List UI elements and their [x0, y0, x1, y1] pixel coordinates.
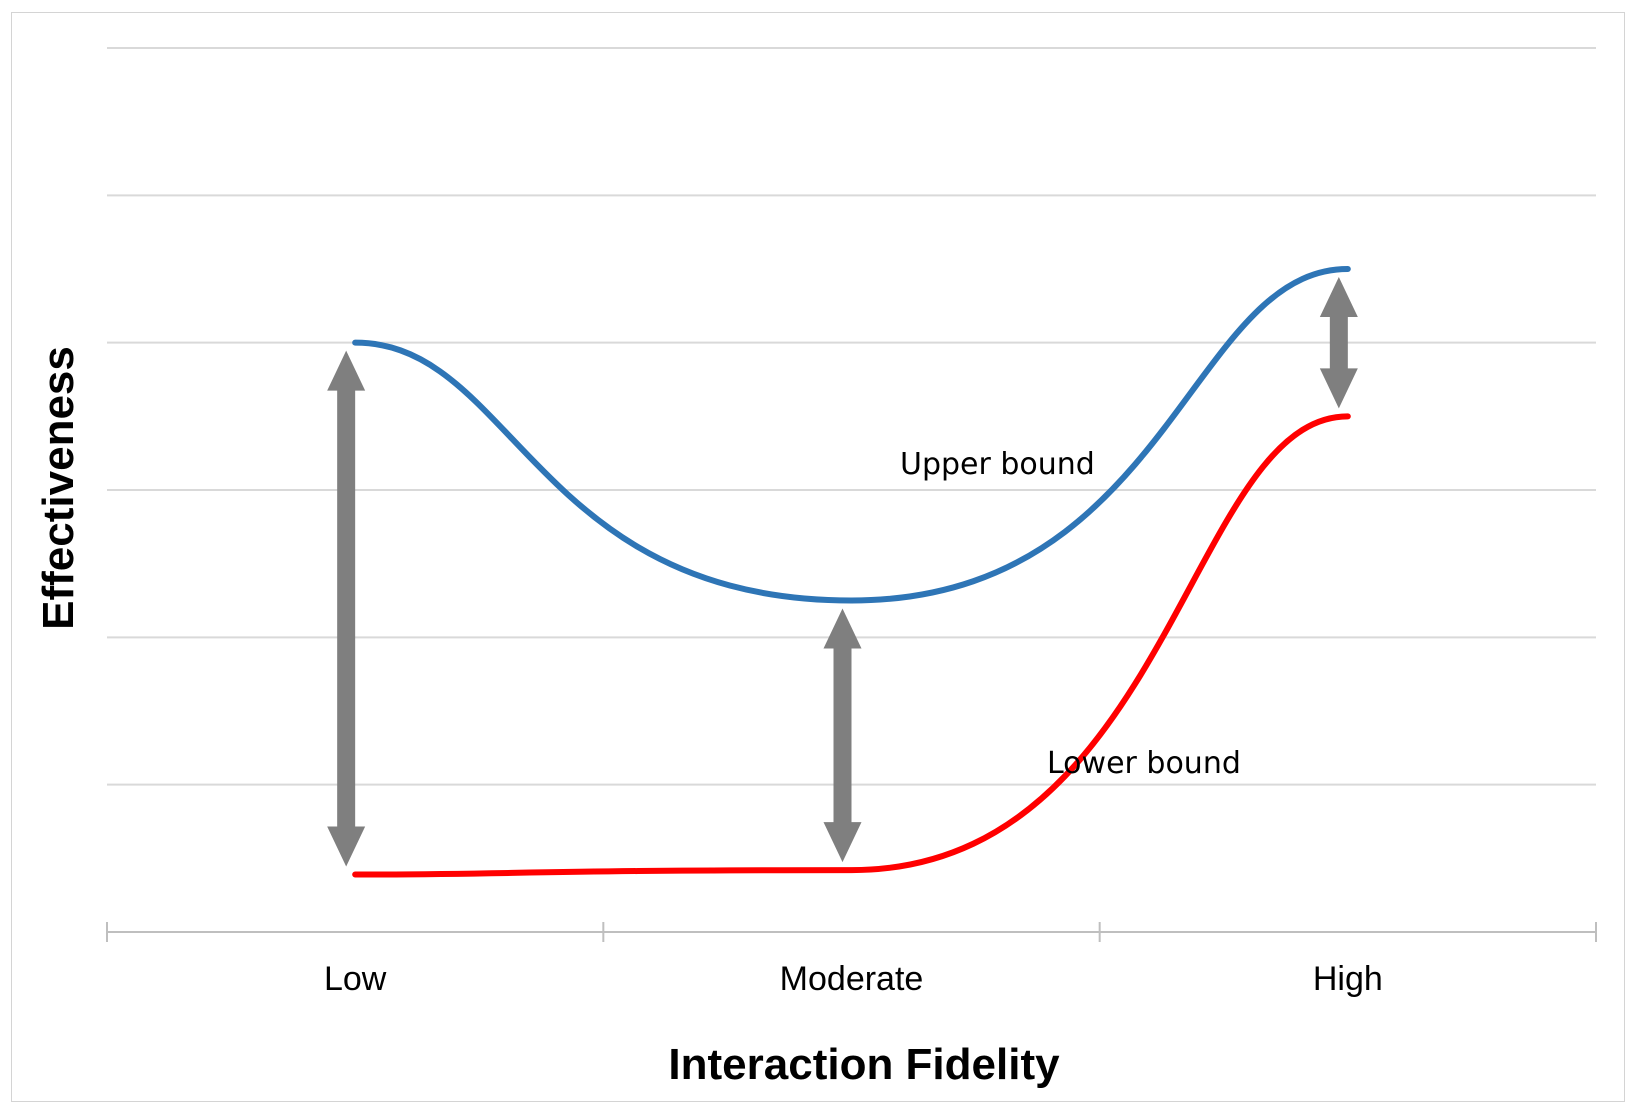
- annotation-lower-bound: Lower bound: [1047, 746, 1241, 781]
- gap-arrow-high: [1319, 277, 1358, 409]
- x-tick-label-moderate: Moderate: [780, 960, 924, 998]
- x-tick-labels: Low Moderate High: [324, 960, 1383, 998]
- gap-arrow-low: [327, 350, 366, 867]
- series-lines: [352, 266, 1351, 878]
- series-line-upper-bound: [352, 266, 1351, 604]
- gap-arrow-moderate: [823, 608, 862, 863]
- x-axis: [106, 922, 1597, 942]
- gap-arrows: [327, 277, 1358, 867]
- x-axis-title: Interaction Fidelity: [668, 1040, 1060, 1089]
- chart-frame: [11, 12, 1625, 1102]
- y-axis-title: Effectiveness: [34, 346, 83, 630]
- annotation-upper-bound: Upper bound: [900, 447, 1095, 482]
- x-tick-label-high: High: [1313, 960, 1383, 998]
- series-line-lower-bound: [352, 413, 1351, 878]
- x-tick-label-low: Low: [324, 960, 387, 998]
